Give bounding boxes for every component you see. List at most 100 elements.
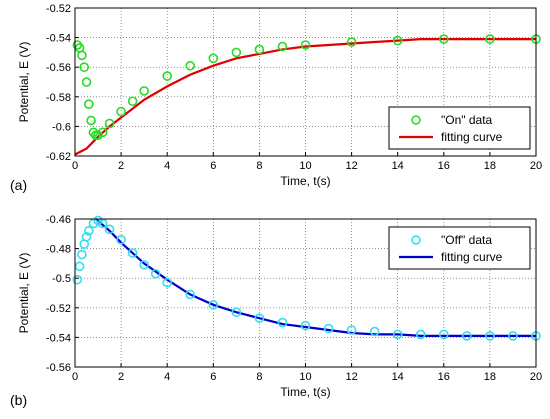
panel-b-data-point [508, 331, 518, 341]
panel-a-data-point [231, 47, 242, 58]
panel-b-x-tick-label: 16 [438, 371, 450, 383]
panel-a-legend: "On" data fitting curve [388, 106, 531, 150]
panel-a-data-point [86, 115, 96, 126]
panel-a-x-tick-label: 6 [210, 160, 216, 172]
panel-b-data-point [139, 260, 149, 270]
panel-b-y-tick-label: -0.56 [46, 362, 71, 374]
panel-b-y-tick-label: -0.5 [52, 273, 71, 285]
panel-a-data-point [185, 60, 196, 71]
panel-b-x-tick-label: 20 [530, 371, 542, 383]
panel-b-data-point [127, 248, 138, 258]
panel-b-y-tick-label: -0.52 [46, 303, 71, 315]
panel-b-data-point [208, 300, 219, 310]
panel-a-data-point [162, 71, 172, 81]
panel-a-y-tick-label: -0.62 [46, 151, 71, 163]
panel-a-data-point [84, 99, 94, 109]
panel-a-x-tick-label: 10 [299, 160, 311, 172]
panel-a-x-tick-label: 14 [392, 160, 404, 172]
panel-b-x-tick-label: 14 [392, 371, 404, 383]
panel-b-data-point [415, 329, 426, 340]
panel-b-y-tick-label: -0.46 [46, 214, 71, 226]
panel-a-x-tick-label: 18 [484, 160, 496, 172]
panel-b-data-point [438, 329, 449, 340]
panel-b-data-point [74, 261, 85, 272]
panel-a-data-point [208, 53, 219, 64]
panel-b-data-point [84, 226, 94, 236]
panel-a-y-tick-label: -0.6 [52, 121, 71, 133]
panel-a-data-point [300, 40, 311, 50]
panel-a-y-tick-label: -0.56 [46, 62, 71, 74]
panel-a-data-point [139, 86, 149, 96]
panel-b-data-point [300, 320, 311, 331]
panel-b-data-point [185, 289, 196, 300]
panel-a-legend-label: fitting curve [441, 130, 503, 144]
panel-b-legend-label: fitting curve [441, 250, 503, 264]
panel-a-data-point [116, 106, 126, 117]
panel-a-legend-marker [411, 115, 421, 125]
panel-a-fitting-curve-line [74, 37, 536, 156]
panel-a-data-point [97, 127, 108, 138]
panel-a-x-tick-label: 20 [530, 160, 542, 172]
panel-a-data-point [485, 34, 495, 44]
panel-b-panel-label: (b) [10, 392, 27, 408]
panel-b-group: 0 2 4 6 8 10 12 14 16 18 20 -0.56 -0.54 -0.52 -0.5 -0.4… [10, 214, 542, 408]
panel-b-x-tick-label: 4 [164, 371, 170, 383]
panel-b-data-point [162, 277, 172, 288]
panel-b-x-tick-label: 8 [256, 371, 262, 383]
panel-b-fitting-curve-line [94, 218, 536, 337]
panel-a-legend-box [388, 106, 531, 150]
panel-b-data-point [77, 249, 87, 260]
panel-b-y-tick-label: -0.54 [46, 332, 71, 344]
panel-b-data-point [369, 326, 380, 337]
panel-b-data-point [462, 331, 472, 341]
panel-b-data-point [231, 307, 242, 318]
panel-a-x-axis-label: Time, t(s) [280, 174, 330, 188]
panel-b-legend: "Off" data fitting curve [388, 226, 531, 270]
panel-b-legend-box [388, 226, 531, 270]
panel-b-data-point [254, 313, 265, 323]
panel-a-data-point [81, 77, 92, 87]
panel-b-y-tick-label: -0.48 [46, 244, 71, 256]
panel-a-data-point [346, 37, 357, 47]
panel-b-data-point [346, 325, 357, 335]
panel-b-legend-label: "Off" data [441, 233, 492, 247]
panel-a-x-tick-label: 2 [118, 160, 124, 172]
panel-a-data-point [392, 35, 403, 46]
panel-a-x-tick-label: 0 [72, 160, 78, 172]
panel-a-panel-label: (a) [10, 177, 27, 193]
panel-a-data-point [77, 50, 87, 61]
panel-b-data-point [150, 268, 161, 279]
panel-a-data-point [438, 34, 449, 44]
panel-a-y-tick-label: -0.54 [46, 33, 71, 45]
panel-b-x-tick-label: 12 [345, 371, 357, 383]
panel-b-data-point [392, 329, 403, 340]
panel-a-y-tick-label: -0.58 [46, 92, 71, 104]
panel-a-legend-label: "On" data [441, 113, 493, 127]
panel-b-legend-marker [411, 235, 421, 245]
panel-a-data-point [104, 118, 115, 129]
panel-b-x-tick-label: 2 [118, 371, 124, 383]
panel-b-data-point [485, 331, 495, 341]
panel-a-data-point [277, 41, 288, 52]
panel-a-y-axis-label: Potential, E (V) [17, 42, 31, 123]
panel-a-x-tick-label: 16 [438, 160, 450, 172]
panel-b-x-tick-label: 18 [484, 371, 496, 383]
panel-b-x-tick-label: 10 [299, 371, 311, 383]
panel-b-data-point [81, 231, 92, 242]
panel-b-x-tick-label: 0 [72, 371, 78, 383]
panel-a-x-tick-label: 12 [345, 160, 357, 172]
panel-b-x-axis-label: Time, t(s) [280, 385, 330, 399]
panel-b-y-axis-label: Potential, E (V) [17, 253, 31, 334]
panel-b-data-point [277, 317, 288, 328]
panel-a-x-tick-label: 4 [164, 160, 170, 172]
panel-b-data-point [116, 234, 126, 245]
panel-b-x-tick-label: 6 [210, 371, 216, 383]
panel-b-data-point [104, 224, 115, 235]
panel-b-data-point [323, 323, 334, 334]
panel-a-y-tick-label: -0.52 [46, 3, 71, 15]
panel-a-data-point [254, 44, 265, 55]
panel-a-group: 0 2 4 6 8 10 12 14 16 18 20 -0.62 -0.6 -0.58 -0.56 -0.5… [10, 3, 542, 193]
panel-a-data-point [127, 96, 138, 107]
